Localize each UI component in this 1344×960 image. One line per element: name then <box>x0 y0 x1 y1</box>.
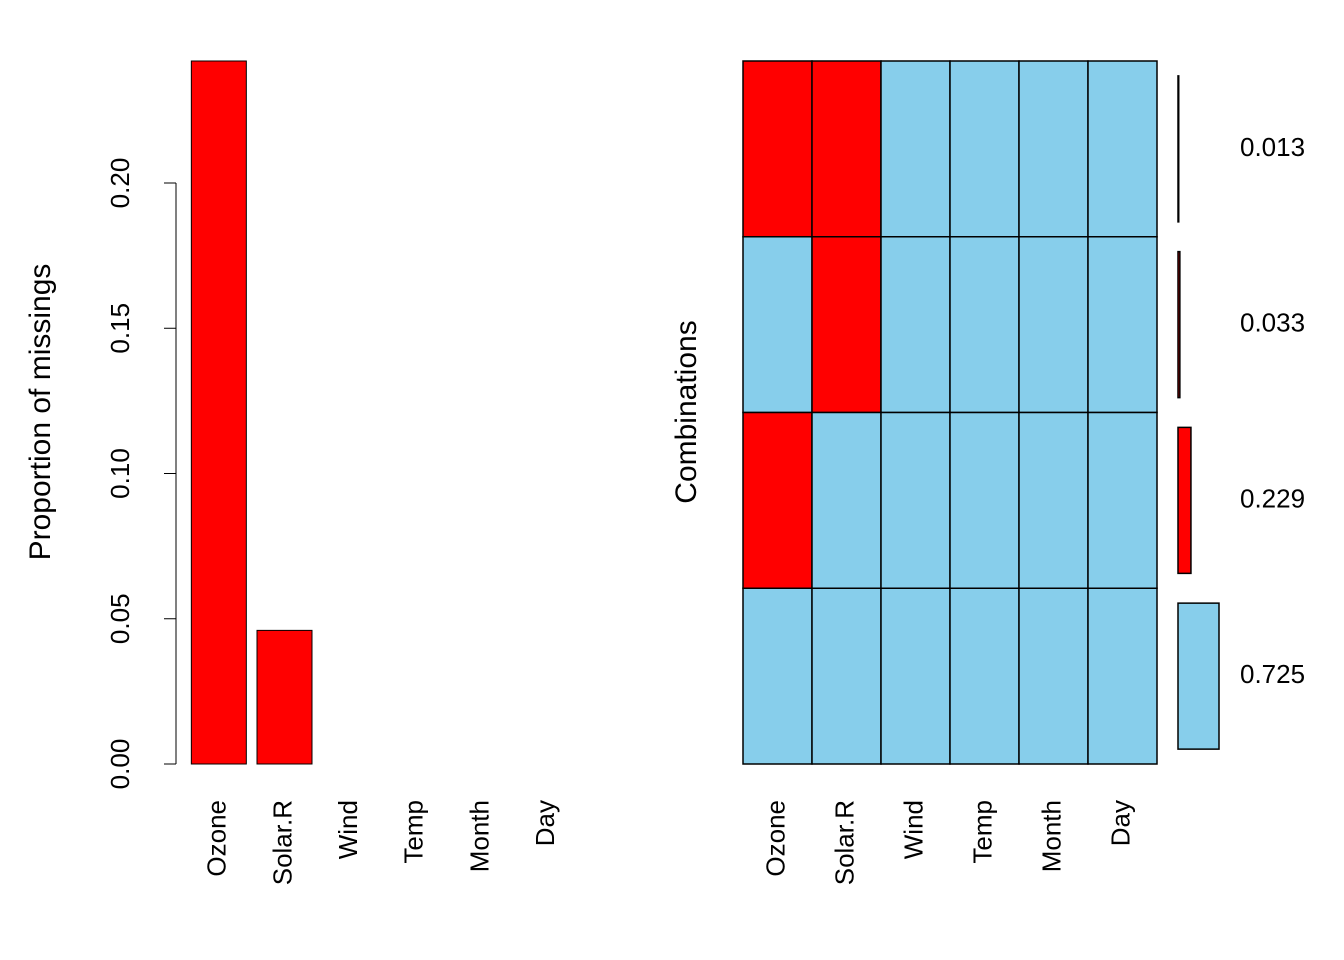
cell <box>811 411 882 589</box>
cell <box>1018 236 1089 414</box>
cell <box>949 587 1020 765</box>
cell <box>1087 411 1158 589</box>
x-tick-label: Month <box>1036 800 1066 872</box>
cell <box>880 60 951 238</box>
proportion-label: 0.013 <box>1240 132 1305 162</box>
bar <box>256 629 313 765</box>
x-tick-label: Day <box>530 800 560 846</box>
cell <box>949 411 1020 589</box>
y-tick-label: 0.00 <box>105 739 135 790</box>
cell <box>880 236 951 414</box>
cell <box>742 411 813 589</box>
x-tick-label: Month <box>464 800 494 872</box>
cell <box>1018 587 1089 765</box>
y-axis-label: Combinations <box>670 320 703 503</box>
cell <box>949 236 1020 414</box>
x-tick-label: Wind <box>333 800 363 859</box>
x-tick-label: Temp <box>399 800 429 864</box>
x-tick-label: Ozone <box>760 800 790 877</box>
y-axis-label: Proportion of missings <box>24 264 57 561</box>
y-tick-label: 0.20 <box>105 158 135 209</box>
x-tick-label: Solar.R <box>829 800 859 885</box>
cell <box>1087 60 1158 238</box>
y-tick-label: 0.15 <box>105 303 135 354</box>
proportion-label: 0.229 <box>1240 483 1305 513</box>
x-tick-label: Wind <box>898 800 928 859</box>
cell <box>811 60 882 238</box>
proportion-label: 0.725 <box>1240 659 1305 689</box>
cell <box>880 587 951 765</box>
x-tick-label: Ozone <box>202 800 232 877</box>
cell <box>1018 411 1089 589</box>
cell <box>811 236 882 414</box>
proportion-bar <box>1177 250 1181 399</box>
bar <box>190 60 247 765</box>
y-tick-label: 0.05 <box>105 593 135 644</box>
x-tick-label: Temp <box>967 800 997 864</box>
cell <box>742 60 813 238</box>
cell <box>1087 587 1158 765</box>
proportion-label: 0.033 <box>1240 308 1305 338</box>
proportion-bar <box>1177 75 1180 223</box>
cell <box>811 587 882 765</box>
cell <box>1018 60 1089 238</box>
x-tick-label: Solar.R <box>267 800 297 885</box>
cell <box>1087 236 1158 414</box>
proportion-bar <box>1177 602 1220 750</box>
cell <box>742 236 813 414</box>
x-tick-label: Day <box>1105 800 1135 846</box>
cell <box>742 587 813 765</box>
cell <box>880 411 951 589</box>
proportion-bar <box>1177 426 1192 575</box>
cell <box>949 60 1020 238</box>
y-tick-label: 0.10 <box>105 448 135 499</box>
